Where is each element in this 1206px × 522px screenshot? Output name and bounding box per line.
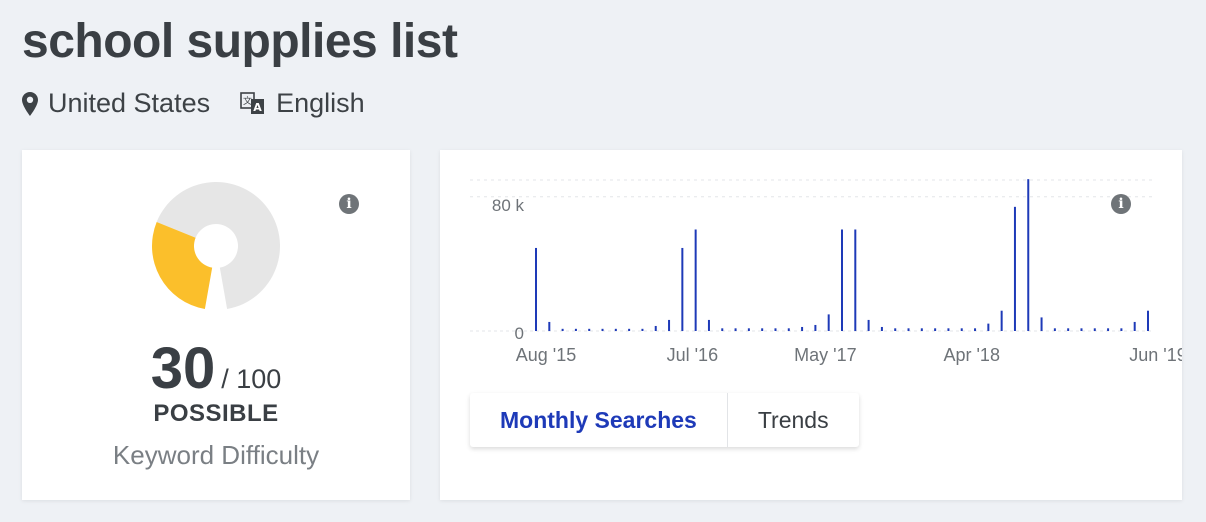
bar[interactable] [574,328,577,331]
bar[interactable] [1133,321,1136,331]
keyword-difficulty-card: i 30/ 100 POSSIBLE Keyword Difficulty [22,150,410,500]
bar[interactable] [814,324,817,331]
bar[interactable] [894,328,897,331]
bar[interactable] [841,229,843,331]
bar[interactable] [668,319,671,331]
bar[interactable] [588,328,591,331]
info-icon[interactable]: i [1111,194,1131,214]
keyword-meta: United States A 文 English [22,88,395,119]
bar[interactable] [747,328,750,331]
bar[interactable] [854,229,857,331]
bar[interactable] [1000,310,1003,331]
bar[interactable] [761,328,764,331]
bar[interactable] [827,314,830,331]
difficulty-score: 30 [150,336,216,401]
bar[interactable] [734,328,737,331]
bar[interactable] [548,321,551,331]
bar[interactable] [867,319,870,331]
bar[interactable] [1107,328,1110,331]
bar[interactable] [974,328,977,331]
chart-tabs: Monthly Searches Trends [470,393,859,447]
tab-monthly-searches[interactable]: Monthly Searches [470,393,728,447]
bar[interactable] [1093,328,1096,331]
bar[interactable] [614,328,617,331]
svg-text:文: 文 [243,95,252,107]
bar[interactable] [561,328,564,331]
tab-trends[interactable]: Trends [757,406,829,433]
location-label: United States [48,88,211,118]
bar[interactable] [880,326,883,331]
difficulty-level: POSSIBLE [153,400,279,427]
x-tick-label: Aug '15 [516,345,577,365]
difficulty-fill [152,222,213,310]
x-tick-label: Jun '19 [1129,345,1182,365]
bar[interactable] [654,325,657,331]
location-selector[interactable]: United States [22,88,210,119]
bar[interactable] [1067,328,1070,331]
bar[interactable] [960,328,963,331]
bar[interactable] [934,328,937,331]
bar[interactable] [774,328,777,331]
bar[interactable] [1040,317,1043,331]
bar[interactable] [601,328,604,331]
bar[interactable] [947,328,950,331]
monthly-searches-chart: 0 80 k Aug '15 Jul '16 May '17 Apr '18 Jun '19 [470,179,1182,365]
difficulty-max: / 100 [221,364,282,394]
x-tick-label: May '17 [794,345,856,365]
bar[interactable] [1080,328,1083,331]
language-label: English [276,88,365,118]
bar[interactable] [907,328,910,331]
bar[interactable] [1013,206,1016,331]
monthly-searches-card: 0 80 k Aug '15 Jul '16 May '17 Apr '18 Jun '19… [440,150,1182,500]
bar[interactable] [694,229,697,331]
bar[interactable] [801,326,804,331]
y-tick-label: 0 [515,324,524,343]
bar[interactable] [1053,328,1056,331]
bar[interactable] [1120,328,1123,331]
bar[interactable] [920,328,923,331]
difficulty-label: Keyword Difficulty [112,440,320,470]
bar[interactable] [987,323,990,331]
bar[interactable] [1027,179,1030,331]
y-tick-label: 80 k [492,196,525,215]
bar[interactable] [1147,310,1149,331]
bar[interactable] [707,319,710,331]
difficulty-score-row: 30/ 100 [22,335,410,402]
bar[interactable] [721,328,724,331]
x-tick-label: Apr '18 [943,345,999,365]
info-icon[interactable]: i [339,194,359,214]
bar[interactable] [787,328,790,331]
map-pin-icon [22,91,38,116]
bar[interactable] [535,247,537,331]
difficulty-donut [152,182,280,310]
bar[interactable] [628,328,631,331]
x-tick-label: Jul '16 [667,345,718,365]
difficulty-track [156,182,280,310]
translate-icon: A 文 [240,91,265,114]
bar[interactable] [681,247,684,331]
svg-text:A: A [253,101,262,114]
language-selector[interactable]: A 文 English [240,88,365,119]
bar[interactable] [641,328,644,331]
keyword-title: school supplies list [22,15,458,68]
